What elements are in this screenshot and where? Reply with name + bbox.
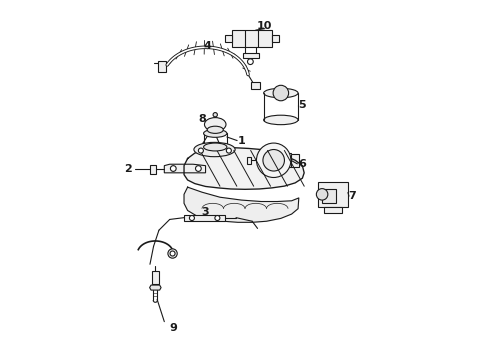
- Circle shape: [170, 251, 175, 256]
- Text: 5: 5: [298, 100, 306, 110]
- Bar: [324, 207, 342, 213]
- Circle shape: [213, 113, 218, 117]
- Circle shape: [256, 143, 291, 177]
- Circle shape: [263, 149, 285, 171]
- Bar: [272, 35, 279, 42]
- Text: 10: 10: [257, 21, 272, 31]
- Polygon shape: [149, 285, 161, 290]
- Bar: [208, 123, 216, 134]
- Bar: [232, 30, 272, 47]
- Bar: [243, 53, 259, 58]
- Text: 6: 6: [298, 159, 306, 169]
- Bar: [247, 157, 251, 164]
- Bar: [150, 165, 156, 174]
- Ellipse shape: [203, 143, 227, 151]
- Text: 4: 4: [203, 41, 211, 50]
- Ellipse shape: [207, 126, 223, 134]
- Bar: [225, 35, 232, 42]
- Text: 3: 3: [202, 207, 209, 217]
- Text: 1: 1: [238, 136, 245, 145]
- Polygon shape: [184, 187, 299, 222]
- Ellipse shape: [194, 142, 235, 157]
- Polygon shape: [184, 148, 304, 189]
- Ellipse shape: [264, 88, 298, 98]
- Circle shape: [168, 249, 177, 258]
- Text: 8: 8: [198, 114, 206, 124]
- Bar: [152, 271, 159, 284]
- Bar: [251, 82, 260, 89]
- Circle shape: [171, 166, 176, 171]
- Circle shape: [198, 148, 203, 153]
- Circle shape: [196, 166, 201, 171]
- Bar: [158, 60, 166, 72]
- Circle shape: [215, 216, 220, 221]
- Circle shape: [226, 148, 231, 153]
- Ellipse shape: [264, 115, 298, 125]
- Circle shape: [317, 189, 328, 200]
- Circle shape: [190, 216, 195, 221]
- Ellipse shape: [203, 130, 227, 137]
- Text: 2: 2: [124, 164, 132, 174]
- Circle shape: [273, 85, 289, 101]
- Polygon shape: [184, 215, 225, 221]
- Polygon shape: [164, 164, 205, 173]
- Bar: [281, 153, 290, 167]
- Text: 7: 7: [349, 191, 356, 201]
- Text: 9: 9: [170, 323, 177, 333]
- Ellipse shape: [204, 118, 226, 131]
- Bar: [322, 189, 336, 203]
- Bar: [318, 182, 348, 207]
- Bar: [291, 154, 299, 167]
